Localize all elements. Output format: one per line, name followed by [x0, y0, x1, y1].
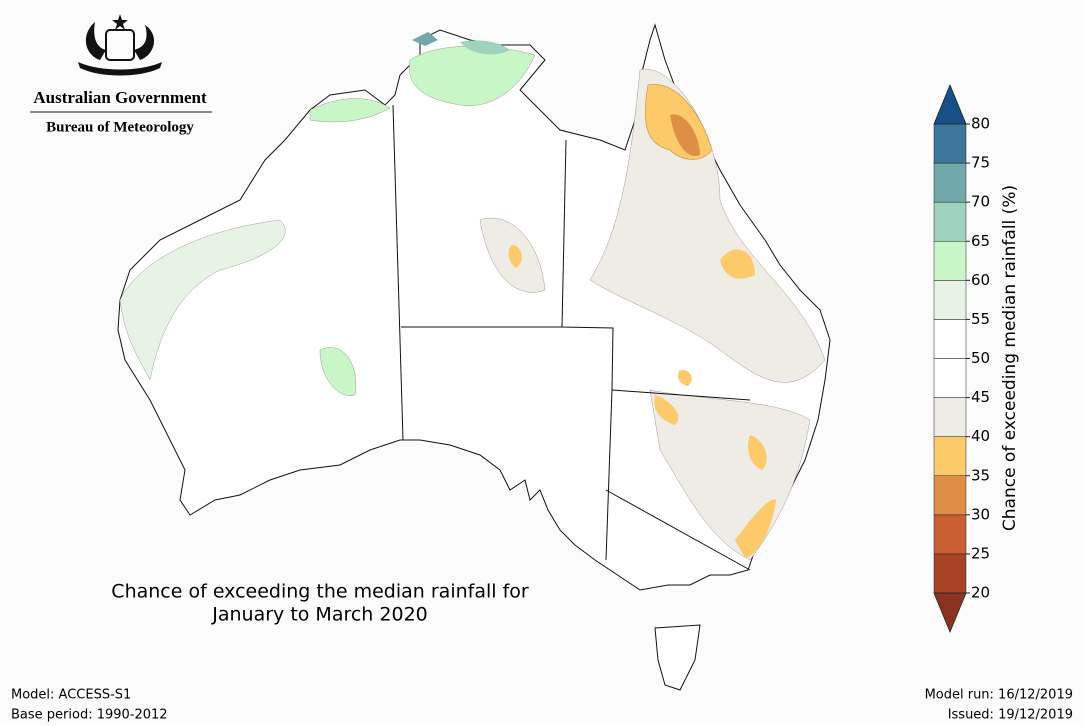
colorbar-segment	[933, 553, 967, 594]
crest	[78, 14, 162, 76]
colorbar-tick-label: 75	[971, 154, 990, 172]
colorbar-segment	[933, 280, 967, 320]
colorbar-tick-label: 20	[971, 584, 990, 602]
title-line2: January to March 2020	[211, 604, 428, 626]
colorbar-under	[933, 592, 967, 634]
colorbar-segment	[933, 436, 967, 476]
header-line1: Australian Government	[33, 88, 207, 107]
footer-model: Model: ACCESS-S1	[11, 688, 131, 703]
colorbar-tick-label: 70	[971, 193, 990, 211]
colorbar-segment	[933, 397, 967, 437]
header-line2: Bureau of Meteorology	[46, 119, 194, 135]
colorbar-segment	[933, 241, 967, 281]
colorbar-tick-label: 55	[971, 310, 990, 328]
colorbar-segment	[933, 123, 967, 164]
colorbar-label: Chance of exceeding median rainfall (%)	[1000, 185, 1020, 531]
colorbar-segment	[933, 475, 967, 516]
colorbar-tick-label: 65	[971, 232, 990, 250]
footer-issued: Issued: 19/12/2019	[948, 708, 1073, 723]
colorbar-tick-label: 25	[971, 544, 990, 562]
colorbar-tick-label: 40	[971, 427, 990, 445]
colorbar-tick-label: 80	[971, 115, 990, 133]
colorbar-tick-label: 60	[971, 271, 990, 289]
australia-map	[117, 23, 831, 691]
colorbar: 20 25 30 35 40 45 50 55 60 65 70 75 80	[933, 83, 990, 634]
tasmania	[654, 624, 701, 691]
colorbar-segment	[933, 319, 967, 359]
colorbar-tick-label: 35	[971, 466, 990, 484]
colorbar-tick-label: 30	[971, 505, 990, 523]
colorbar-segment	[933, 358, 967, 398]
colorbar-segment	[933, 201, 967, 242]
title-line1: Chance of exceeding the median rainfall …	[111, 581, 529, 603]
colorbar-segment	[933, 162, 967, 203]
colorbar-segment	[933, 514, 967, 555]
footer-model-run: Model run: 16/12/2019	[925, 688, 1073, 703]
footer-base-period: Base period: 1990-2012	[11, 708, 168, 723]
colorbar-tick-label: 50	[971, 349, 990, 367]
colorbar-tick-label: 45	[971, 388, 990, 406]
colorbar-over	[933, 83, 967, 125]
